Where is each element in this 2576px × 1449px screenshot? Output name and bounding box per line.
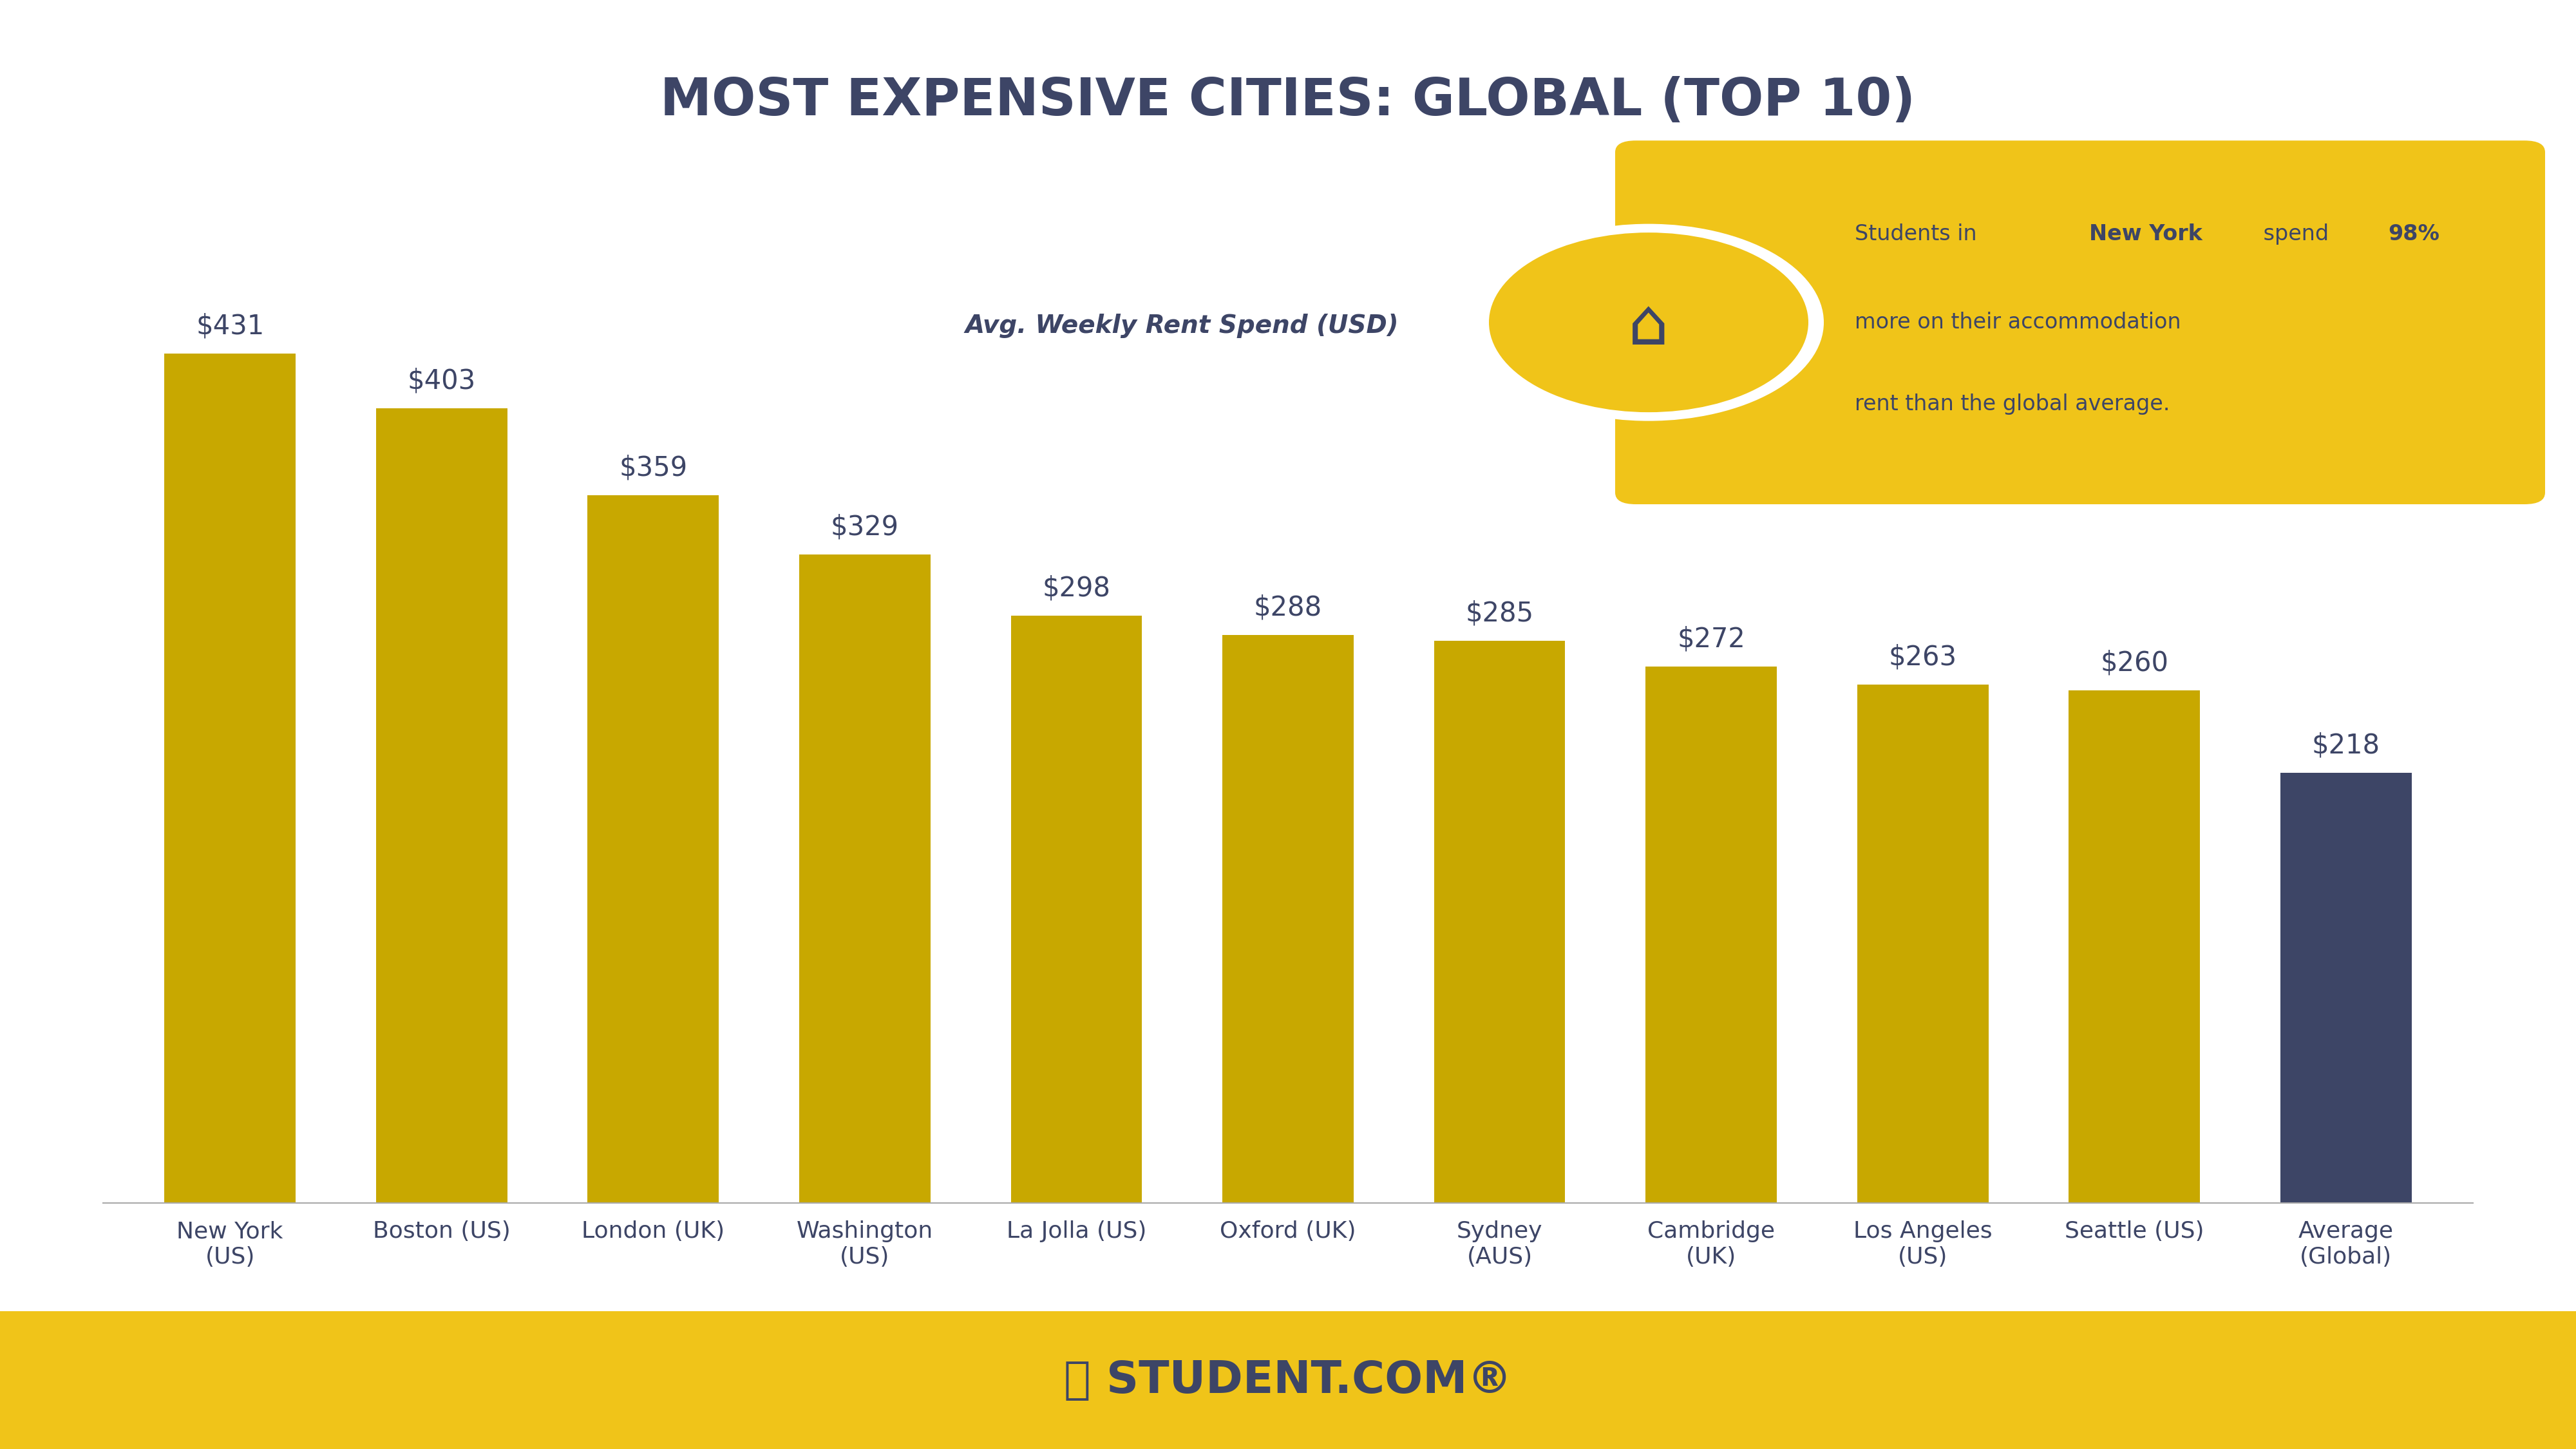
Bar (2069, 690, 2200, 1203)
Bar (376, 409, 507, 1203)
Bar (799, 555, 930, 1203)
Text: more on their accommodation: more on their accommodation (1855, 312, 2182, 333)
Text: rent than the global average.: rent than the global average. (1855, 394, 2169, 414)
Text: $260: $260 (2099, 649, 2169, 677)
Text: $285: $285 (1466, 600, 1533, 627)
Text: $288: $288 (1255, 594, 1321, 622)
Text: $272: $272 (1677, 626, 1747, 653)
Text: Students in: Students in (1855, 223, 1984, 245)
Text: New York: New York (2089, 223, 2202, 245)
Text: $263: $263 (1888, 643, 1958, 671)
Bar (1646, 667, 1777, 1203)
Bar (587, 496, 719, 1203)
Bar (1010, 616, 1141, 1203)
Text: Ⓢ STUDENT.COM®: Ⓢ STUDENT.COM® (1064, 1359, 1512, 1401)
Bar (1224, 635, 1352, 1203)
Text: $431: $431 (196, 313, 265, 339)
Text: ⌂: ⌂ (1628, 296, 1669, 358)
Text: $298: $298 (1043, 575, 1110, 601)
Bar (165, 354, 296, 1203)
Text: 98%: 98% (2388, 223, 2439, 245)
Bar (1435, 640, 1566, 1203)
Text: $218: $218 (2311, 732, 2380, 759)
Text: $359: $359 (618, 455, 688, 481)
Text: $403: $403 (407, 368, 477, 394)
Bar (1857, 684, 1989, 1203)
Text: $329: $329 (829, 513, 899, 540)
Text: Avg. Weekly Rent Spend (USD): Avg. Weekly Rent Spend (USD) (966, 313, 1399, 338)
Text: spend: spend (2257, 223, 2336, 245)
Text: MOST EXPENSIVE CITIES: GLOBAL (TOP 10): MOST EXPENSIVE CITIES: GLOBAL (TOP 10) (659, 77, 1917, 126)
Bar (2280, 774, 2411, 1203)
